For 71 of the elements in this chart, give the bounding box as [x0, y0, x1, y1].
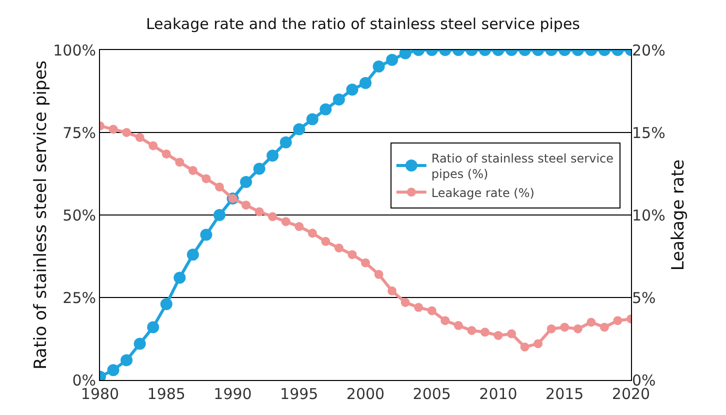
point: [546, 324, 556, 334]
point: [266, 150, 279, 162]
point: [188, 166, 198, 175]
point: [281, 217, 290, 226]
legend-label: Ratio of stainless steel service pipes (%): [431, 151, 614, 181]
x-tick-label: 2015: [546, 385, 584, 403]
y-tick-label: 100%: [53, 41, 96, 60]
y2-tick-label: 15%: [632, 124, 666, 142]
point: [560, 322, 570, 332]
y-tick-label: 25%: [62, 288, 96, 307]
y-tick-label: 75%: [62, 124, 96, 142]
y2-tick-label: 10%: [632, 206, 666, 224]
y2-tick-label: 5%: [632, 288, 656, 307]
y2-axis-title: Leakage rate: [668, 159, 688, 271]
point: [600, 322, 609, 332]
point: [573, 324, 582, 334]
point: [120, 354, 133, 366]
point: [242, 200, 251, 210]
y-axis-title: Ratio of stainless steel service pipes: [31, 60, 52, 370]
point: [534, 339, 543, 348]
x-tick-label: 1985: [147, 385, 186, 403]
y2-tick-label: 20%: [632, 41, 666, 60]
point: [160, 298, 172, 310]
point: [334, 244, 344, 252]
point: [108, 124, 118, 134]
x-tick-label: 2010: [479, 385, 518, 403]
point: [454, 321, 463, 330]
point: [321, 236, 330, 246]
point: [586, 318, 596, 327]
point: [213, 209, 226, 221]
point: [134, 338, 146, 350]
point: [268, 212, 278, 222]
point: [348, 250, 357, 260]
point: [414, 302, 424, 312]
point: [254, 207, 264, 216]
point: [494, 330, 503, 340]
point: [427, 306, 436, 316]
point: [294, 222, 304, 232]
point: [162, 149, 171, 158]
y-tick-label: 50%: [62, 206, 96, 224]
point: [440, 316, 450, 326]
point: [200, 228, 212, 241]
point: [122, 128, 132, 137]
point: [520, 342, 530, 352]
point: [186, 248, 199, 261]
chart-title: Leakage rate and the ratio of stainless steel service pipes: [146, 15, 580, 34]
point: [400, 298, 410, 307]
point: [507, 329, 516, 338]
point: [240, 176, 252, 188]
point: [480, 328, 490, 337]
point: [308, 228, 317, 238]
point: [174, 272, 186, 284]
point: [388, 286, 397, 296]
legend-label: Leakage rate (%): [431, 186, 534, 200]
x-tick-label: 2005: [412, 385, 451, 403]
point: [467, 326, 476, 335]
x-tick-label: 2000: [346, 385, 385, 403]
point: [135, 132, 144, 142]
x-tick-label: 1995: [280, 385, 318, 403]
point: [148, 141, 158, 150]
x-tick-label: 1990: [214, 385, 252, 403]
point: [374, 270, 384, 279]
point: [202, 174, 211, 184]
point: [107, 364, 120, 376]
point: [147, 321, 160, 334]
point: [613, 316, 622, 326]
point: [175, 158, 184, 167]
point: [361, 258, 370, 268]
point: [253, 162, 266, 175]
line-series: [100, 50, 631, 380]
point: [214, 182, 224, 192]
